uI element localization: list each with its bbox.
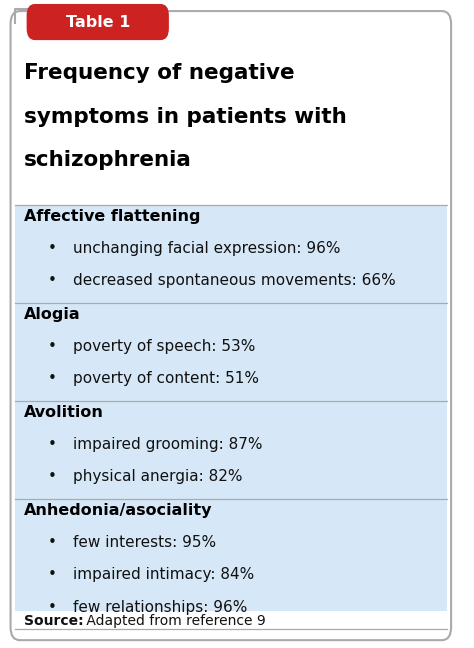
FancyBboxPatch shape [10, 11, 451, 640]
Text: symptoms in patients with: symptoms in patients with [24, 106, 347, 126]
Text: •: • [47, 567, 56, 583]
Text: poverty of speech: 53%: poverty of speech: 53% [73, 339, 255, 354]
Text: Anhedonia/asociality: Anhedonia/asociality [24, 503, 213, 518]
Text: schizophrenia: schizophrenia [24, 150, 192, 170]
Text: poverty of content: 51%: poverty of content: 51% [73, 371, 258, 386]
Text: physical anergia: 82%: physical anergia: 82% [73, 469, 242, 484]
Text: Avolition: Avolition [24, 404, 104, 420]
Text: few relationships: 96%: few relationships: 96% [73, 599, 247, 614]
Text: Table 1: Table 1 [65, 14, 130, 30]
Text: Adapted from reference 9: Adapted from reference 9 [82, 614, 265, 629]
Text: impaired grooming: 87%: impaired grooming: 87% [73, 437, 262, 452]
Text: •: • [47, 469, 56, 484]
Text: •: • [47, 535, 56, 550]
FancyBboxPatch shape [15, 611, 447, 637]
Text: •: • [47, 241, 56, 256]
Text: •: • [47, 273, 56, 288]
Text: •: • [47, 371, 56, 386]
Text: •: • [47, 339, 56, 354]
FancyBboxPatch shape [15, 205, 447, 611]
Text: decreased spontaneous movements: 66%: decreased spontaneous movements: 66% [73, 273, 395, 288]
Text: impaired intimacy: 84%: impaired intimacy: 84% [73, 567, 254, 583]
FancyBboxPatch shape [27, 4, 169, 40]
Text: Frequency of negative: Frequency of negative [24, 63, 295, 83]
Text: •: • [47, 437, 56, 452]
Text: Source:: Source: [24, 614, 84, 629]
Text: few interests: 95%: few interests: 95% [73, 535, 216, 550]
Text: Affective flattening: Affective flattening [24, 209, 201, 224]
Text: •: • [47, 599, 56, 614]
Text: unchanging facial expression: 96%: unchanging facial expression: 96% [73, 241, 340, 256]
Text: Alogia: Alogia [24, 307, 81, 321]
